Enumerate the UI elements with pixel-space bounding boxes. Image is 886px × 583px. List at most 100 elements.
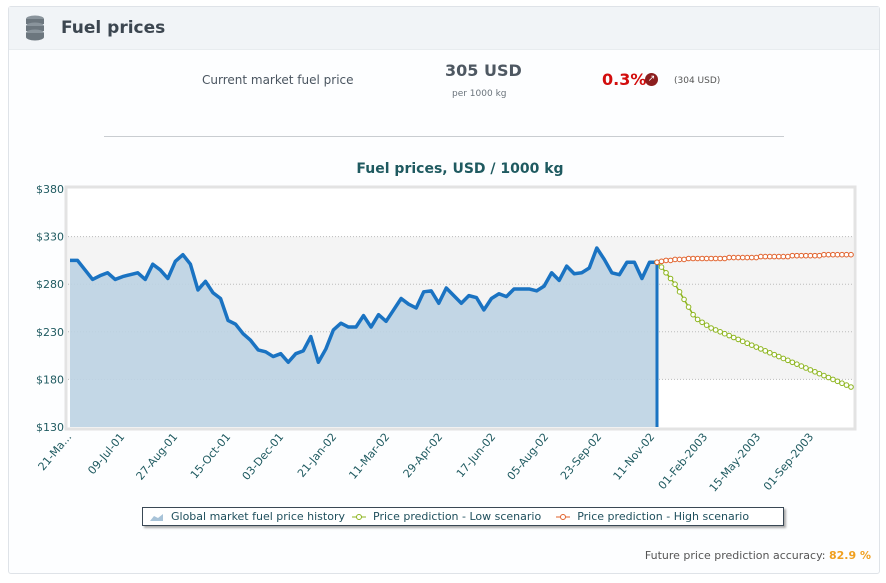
x-tick-label: 05-Aug-02 (505, 431, 552, 483)
prediction-point (658, 258, 665, 265)
previous-price: (304 USD) (674, 76, 721, 86)
x-tick-label: 01-Sep-2003 (761, 431, 816, 493)
x-tick-label: 09-Jul-01 (85, 431, 127, 478)
x-tick-label: 15-Oct-01 (188, 431, 233, 482)
chart-title: Fuel prices, USD / 1000 kg (356, 161, 563, 177)
low-legend-icon (352, 513, 366, 520)
prediction-point (839, 380, 845, 387)
prediction-point (685, 255, 692, 262)
current-price: 305 USD (445, 61, 522, 80)
prediction-point (803, 365, 809, 371)
y-tick-label: $380 (36, 183, 64, 196)
prediction-point (735, 336, 742, 343)
prediction-point (757, 346, 764, 352)
prediction-point (771, 253, 778, 260)
prediction-point (848, 251, 854, 258)
prediction-point (771, 351, 778, 358)
prediction-point (812, 252, 818, 259)
prediction-point (654, 259, 660, 266)
prediction-point (812, 368, 818, 375)
prediction-point (794, 361, 800, 367)
prediction-point (739, 254, 746, 261)
legend-high[interactable]: Price prediction - High scenario (577, 510, 750, 523)
y-tick-label: $280 (36, 278, 64, 291)
prediction-point (794, 252, 800, 259)
price-change: 0.3% (602, 70, 647, 89)
prediction-point (789, 252, 796, 259)
divider (104, 136, 784, 137)
prediction-point (825, 251, 832, 258)
prediction-point (762, 348, 769, 354)
legend-history[interactable]: Global market fuel price history (171, 510, 345, 523)
prediction-point (753, 254, 760, 261)
prediction-point (699, 319, 705, 326)
prediction-point (712, 255, 719, 262)
prediction-point (690, 255, 696, 262)
prediction-point (843, 382, 850, 388)
prediction-point (748, 342, 755, 348)
prediction-point (766, 349, 773, 356)
current-price-label: Current market fuel price (202, 73, 354, 87)
prediction-point (843, 251, 850, 258)
prediction-point (658, 264, 665, 270)
prediction-point (830, 251, 836, 258)
prediction-point (681, 296, 687, 303)
prediction-point (785, 253, 791, 260)
prediction-point (681, 256, 687, 263)
prediction-point (721, 330, 728, 337)
arrow-up-right-icon: ↗ (645, 73, 658, 86)
prediction-point (807, 252, 814, 259)
accuracy-value: 82.9 % (829, 549, 871, 562)
x-tick-label: 03-Dec-01 (240, 431, 287, 483)
x-tick-label: 21-Jan-02 (295, 431, 339, 480)
prediction-point (699, 255, 705, 262)
prediction-point (730, 254, 737, 261)
prediction-point (708, 255, 714, 262)
prediction-point (685, 304, 692, 310)
prediction-point (703, 322, 710, 328)
y-tick-label: $230 (36, 326, 64, 339)
area-legend-icon (150, 513, 163, 521)
prediction-accuracy: Future price prediction accuracy: 82.9 % (645, 549, 871, 562)
prediction-point (798, 252, 805, 259)
prediction-point (766, 253, 773, 260)
prediction-point (663, 269, 669, 276)
prediction-point (726, 332, 732, 339)
prediction-point (744, 254, 751, 261)
panel-header: Fuel prices (9, 7, 879, 50)
prediction-point (712, 327, 719, 333)
prediction-point (839, 251, 845, 258)
high-scenario-series (654, 251, 854, 266)
prediction-point (848, 384, 854, 390)
prediction-point (717, 329, 723, 335)
prediction-point (798, 363, 805, 369)
prediction-point (753, 344, 760, 350)
prediction-point (780, 253, 787, 260)
prediction-point (821, 372, 827, 379)
x-tick-label: 17-Jun-02 (454, 431, 498, 481)
price-summary: Current market fuel price 305 USD per 10… (9, 59, 879, 109)
panel-title: Fuel prices (61, 18, 166, 38)
database-icon (26, 15, 44, 41)
prediction-point (816, 252, 823, 259)
prediction-point (830, 376, 836, 383)
high-legend-icon (556, 513, 571, 520)
prediction-point (748, 254, 755, 261)
prediction-point (708, 325, 714, 331)
prediction-point (721, 255, 728, 262)
prediction-point (672, 281, 678, 288)
y-tick-label: $330 (36, 231, 64, 244)
prediction-point (780, 355, 787, 362)
prediction-point (776, 253, 782, 260)
prediction-point (807, 367, 814, 373)
legend-low[interactable]: Price prediction - Low scenario (373, 510, 542, 523)
y-tick-label: $130 (36, 421, 64, 434)
prediction-point (834, 378, 841, 385)
x-tick-label: 29-Apr-02 (401, 431, 446, 481)
prediction-point (690, 311, 696, 318)
prediction-point (672, 256, 678, 263)
prediction-point (667, 275, 674, 282)
prediction-point (744, 340, 751, 347)
prediction-point (703, 255, 710, 262)
price-unit: per 1000 kg (452, 89, 507, 99)
